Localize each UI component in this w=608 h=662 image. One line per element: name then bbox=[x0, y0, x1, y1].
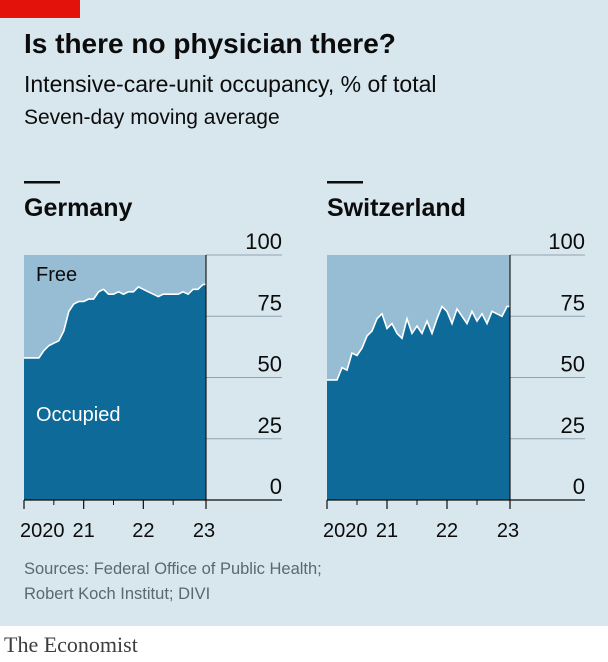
switzerland-xtick-label-21: 21 bbox=[376, 520, 398, 542]
germany-ytick-label-0: 0 bbox=[270, 474, 282, 499]
germany-occupied-line bbox=[24, 283, 206, 359]
germany-occupied-label: Occupied bbox=[36, 404, 121, 426]
chart-subtitle-2: Seven-day moving average bbox=[24, 106, 280, 129]
chart-subtitle: Intensive-care-unit occupancy, % of tota… bbox=[24, 71, 437, 97]
switzerland-xtick-label-23: 23 bbox=[497, 520, 519, 542]
switzerland-occupied-area bbox=[327, 306, 510, 500]
switzerland-occupied-line bbox=[327, 304, 510, 381]
switzerland-title-rule bbox=[327, 181, 363, 184]
switzerland-ytick-label-75: 75 bbox=[561, 290, 585, 315]
germany-xtick-label-22: 22 bbox=[132, 520, 154, 542]
germany-ytick-label-100: 100 bbox=[245, 229, 282, 254]
germany-xtick-label-21: 21 bbox=[73, 520, 95, 542]
economist-logo-text: The Economist bbox=[4, 632, 138, 657]
switzerland-ytick-label-0: 0 bbox=[573, 474, 585, 499]
brand-red-tag bbox=[0, 0, 80, 18]
germany-panel-title: Germany bbox=[24, 194, 132, 222]
switzerland-ytick-label-50: 50 bbox=[561, 352, 585, 377]
source-line-1: Sources: Federal Office of Public Health… bbox=[24, 560, 322, 578]
switzerland-panel-title: Switzerland bbox=[327, 194, 466, 222]
chart-title: Is there no physician there? bbox=[24, 28, 396, 59]
switzerland-ytick-label-25: 25 bbox=[561, 413, 585, 438]
germany-free-label: Free bbox=[36, 264, 77, 286]
germany-ytick-label-25: 25 bbox=[258, 413, 282, 438]
germany-xtick-label-2020: 2020 bbox=[20, 520, 65, 542]
germany-ytick-label-75: 75 bbox=[258, 290, 282, 315]
germany-ytick-label-50: 50 bbox=[258, 352, 282, 377]
germany-occupied-area bbox=[24, 284, 206, 500]
charts-svg: Germany 0 25 50 75 100 2020 21 22 23 Free Occupied S… bbox=[20, 181, 585, 542]
germany-xtick-label-23: 23 bbox=[193, 520, 215, 542]
germany-title-rule bbox=[24, 181, 60, 184]
switzerland-ytick-label-100: 100 bbox=[548, 229, 585, 254]
switzerland-xtick-label-22: 22 bbox=[436, 520, 458, 542]
switzerland-xtick-label-2020: 2020 bbox=[323, 520, 368, 542]
source-line-2: Robert Koch Institut; DIVI bbox=[24, 585, 211, 603]
